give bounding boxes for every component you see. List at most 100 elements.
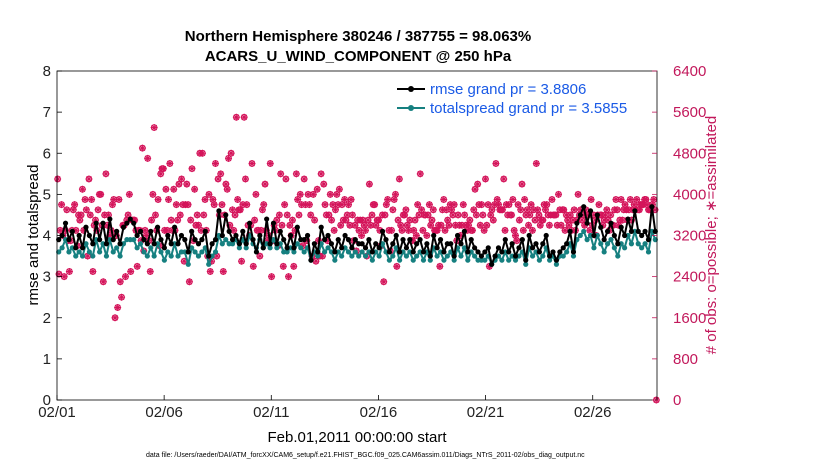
rmse-point <box>148 228 154 234</box>
obs-count-point <box>317 170 325 178</box>
obs-count-point <box>539 216 547 224</box>
obs-count-point <box>478 201 486 209</box>
rmse-point <box>543 232 549 239</box>
obs-count-point <box>361 226 369 234</box>
totalspread-point <box>97 249 103 255</box>
x-tick-label: 02/06 <box>145 404 183 421</box>
rmse-point <box>161 245 167 251</box>
obs-count-point <box>260 201 268 209</box>
obs-count-point <box>307 211 315 219</box>
rmse-point <box>581 204 587 210</box>
obs-count-point <box>285 273 293 281</box>
rmse-point <box>625 216 631 222</box>
obs-count-point <box>114 303 122 311</box>
obs-count-point <box>650 196 658 204</box>
obs-count-point <box>513 237 521 245</box>
obs-count-point <box>515 216 523 224</box>
rmse-point <box>359 241 365 247</box>
obs-count-point <box>371 201 379 209</box>
obs-count-point <box>200 211 208 219</box>
rmse-point <box>509 241 515 247</box>
rmse-point <box>270 220 277 226</box>
rmse-point <box>93 220 99 226</box>
rmse-point <box>485 245 491 251</box>
legend: rmse grand pr = 3.8806 totalspread grand… <box>397 81 627 117</box>
obs-count-point <box>71 201 79 209</box>
rmse-point <box>390 241 396 247</box>
totalspread-point <box>168 253 174 259</box>
obs-count-point <box>633 196 641 204</box>
rmse-point <box>584 220 590 226</box>
obs-count-point <box>219 267 227 275</box>
obs-count-point <box>252 190 260 198</box>
rmse-point <box>547 253 553 259</box>
totalspread-point <box>267 245 273 251</box>
totalspread-point <box>322 249 328 255</box>
rmse-point <box>114 228 120 234</box>
obs-count-point <box>320 180 328 188</box>
obs-count-point <box>501 226 509 234</box>
totalspread-point <box>414 253 420 259</box>
rmse-point <box>604 228 611 234</box>
rmse-point <box>407 237 413 243</box>
rmse-point <box>165 232 171 239</box>
rmse-point <box>175 241 181 247</box>
obs-count-point <box>172 201 180 209</box>
obs-count-point <box>116 278 124 286</box>
obs-count-point <box>295 211 303 219</box>
obs-count-point <box>375 216 383 224</box>
rmse-point <box>277 228 283 234</box>
obs-count-point <box>256 252 264 260</box>
x-axis-label: Feb.01,2011 00:00:00 start <box>267 429 447 446</box>
obs-count-point <box>476 221 484 229</box>
rmse-point <box>264 216 270 222</box>
totalspread-point <box>376 253 382 259</box>
x-axis: 02/01 02/06 02/11 02/16 02/21 02/26 <box>38 395 611 421</box>
rmse-point <box>502 237 508 243</box>
totalspread-point <box>148 245 154 251</box>
totalspread-point <box>79 253 86 259</box>
totalspread-point <box>137 241 144 247</box>
totalspread-point <box>56 249 62 255</box>
rmse-point <box>216 208 222 214</box>
rmse-point <box>567 228 573 234</box>
rmse-point <box>223 212 229 218</box>
rmse-point <box>308 257 314 263</box>
totalspread-point <box>570 253 577 259</box>
rmse-point <box>257 232 263 239</box>
rmse-point <box>219 232 225 239</box>
totalspread-point <box>352 249 358 255</box>
rmse-point <box>59 232 65 239</box>
rmse-point <box>482 249 488 255</box>
obs-count-point <box>205 190 213 198</box>
obs-count-point <box>238 257 246 265</box>
rmse-point <box>512 253 519 259</box>
left-tick-label: 0 <box>43 392 51 409</box>
totalspread-point <box>536 257 542 263</box>
obs-count-point <box>531 216 539 224</box>
obs-count-point <box>425 201 433 209</box>
rmse-point <box>141 237 147 243</box>
rmse-point <box>168 241 174 247</box>
obs-count-point <box>125 190 133 198</box>
x-tick-label: 02/16 <box>360 404 398 421</box>
rmse-point <box>373 241 379 247</box>
obs-count-point <box>94 206 102 214</box>
obs-count-point <box>519 226 527 234</box>
left-tick-label: 1 <box>43 351 51 368</box>
rmse-point <box>79 245 86 251</box>
totalspread-point <box>359 249 365 255</box>
rmse-point <box>226 228 232 234</box>
totalspread-point <box>134 245 140 251</box>
obs-count-point <box>368 211 376 219</box>
obs-count-point <box>149 190 157 198</box>
rmse-point <box>376 245 382 251</box>
totalspread-point <box>441 257 447 263</box>
obs-count-point <box>184 201 192 209</box>
rmse-point <box>56 237 62 243</box>
rmse-point <box>642 228 648 234</box>
totalspread-point <box>274 245 280 251</box>
obs-count-point <box>416 170 424 178</box>
rmse-point <box>635 228 641 234</box>
